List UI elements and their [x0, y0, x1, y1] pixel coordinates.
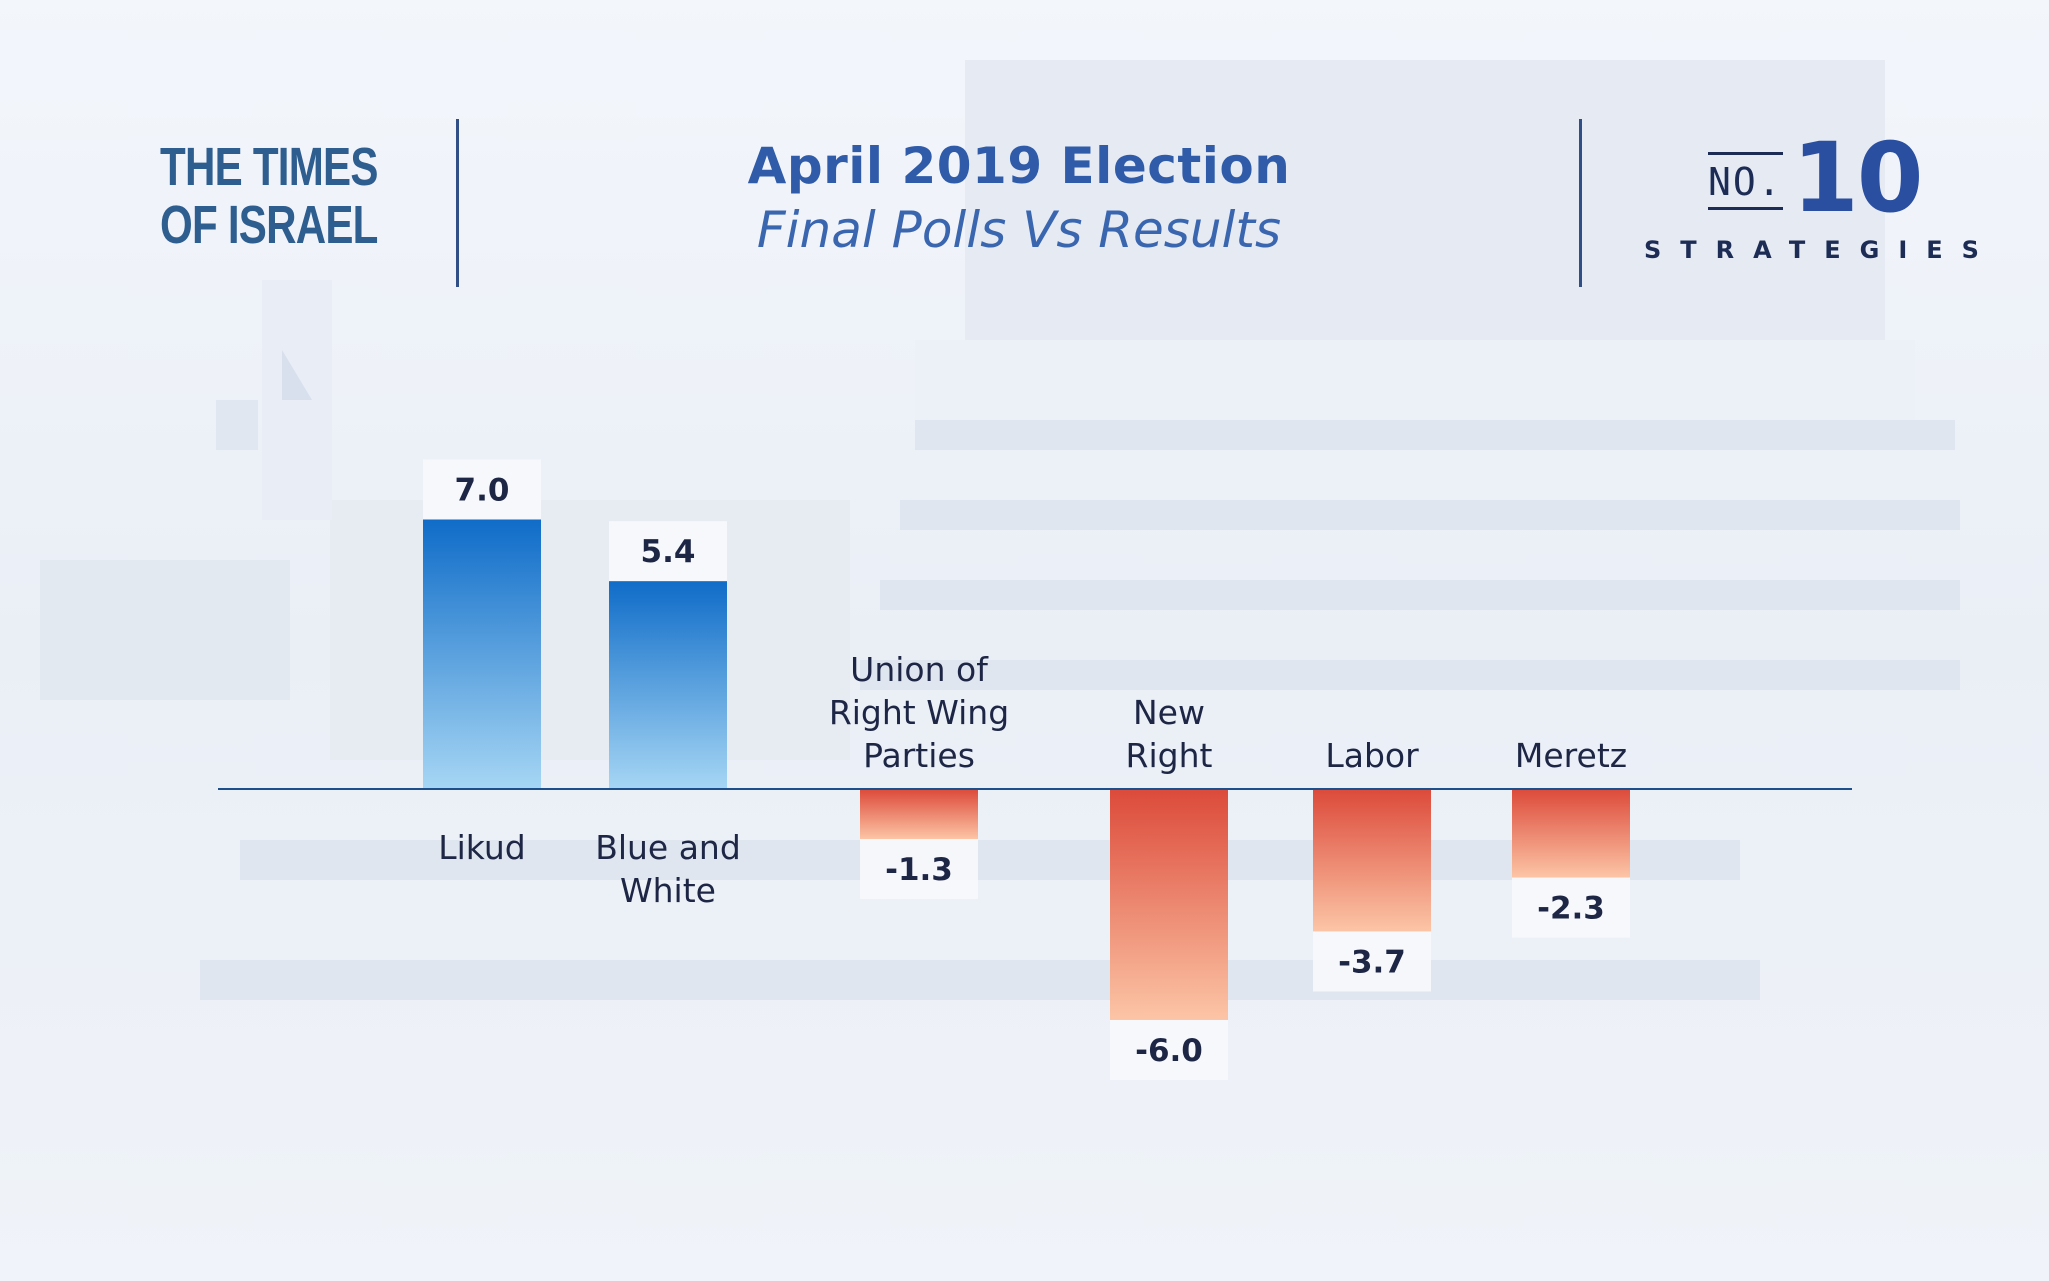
title-block: April 2019 Election Final Polls Vs Resul…: [462, 136, 1576, 264]
bars-group: [423, 519, 1630, 1020]
bar-4: [1110, 789, 1228, 1020]
bar-2: [609, 581, 727, 789]
category-label-2: Blue and White: [595, 828, 741, 910]
category-label-6: Meretz: [1515, 736, 1627, 775]
bar-3: [860, 789, 978, 840]
bar-1: [423, 519, 541, 789]
value-label-4: -6.0: [1135, 1033, 1203, 1069]
value-label-box-6: [1512, 877, 1630, 938]
header: THE TIMES OF ISRAEL April 2019 Election …: [0, 0, 2049, 300]
no10-strategies-logo: NO. 10 STRATEGIES: [1640, 130, 1990, 270]
category-label-4: New Right: [1126, 693, 1213, 775]
no10-word: STRATEGIES: [1644, 236, 1998, 264]
value-label-5: -3.7: [1338, 944, 1406, 980]
chart-title: April 2019 Election: [747, 137, 1291, 195]
bar-5: [1313, 789, 1431, 932]
bar-6: [1512, 789, 1630, 878]
value-label-box-5: [1313, 931, 1431, 992]
no10-prefix: NO.: [1708, 152, 1783, 210]
value-label-box-2: [609, 521, 727, 582]
header-divider-right: [1579, 119, 1582, 287]
value-label-box-1: [423, 459, 541, 520]
value-label-3: -1.3: [885, 852, 953, 888]
no10-number: 10: [1792, 122, 1924, 234]
labels-group: 7.0 Likud 5.4 Blue and White -1.3 Union of Righ…: [423, 459, 1630, 1080]
value-label-2: 5.4: [641, 534, 696, 570]
category-label-1: Likud: [438, 828, 526, 867]
category-label-5: Labor: [1325, 736, 1419, 775]
category-label-3: Union of Right Wing Parties: [829, 650, 1009, 775]
header-divider-left: [456, 119, 459, 287]
value-label-1: 7.0: [455, 473, 510, 509]
value-label-6: -2.3: [1537, 891, 1605, 927]
value-label-box-4: [1110, 1020, 1228, 1080]
value-label-box-3: [860, 839, 978, 900]
chart-subtitle: Final Polls Vs Results: [756, 201, 1282, 259]
